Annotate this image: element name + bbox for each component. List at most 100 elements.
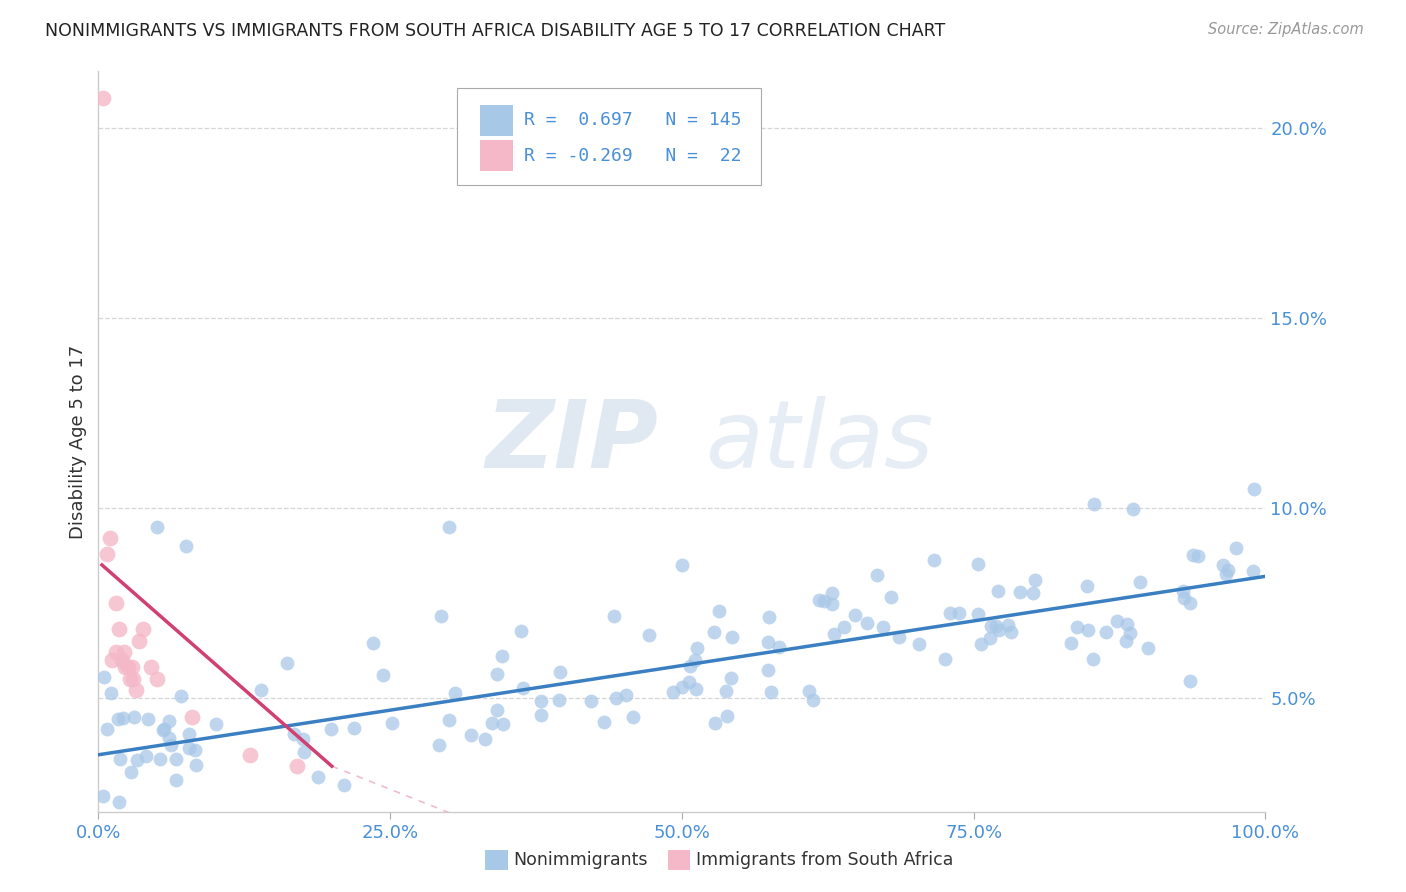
Point <box>285 759 308 773</box>
Point <box>979 632 1001 646</box>
Point <box>307 770 329 784</box>
Point <box>807 592 830 607</box>
Point <box>437 713 460 727</box>
Bar <box>479 140 513 171</box>
Point <box>1243 482 1265 496</box>
Point <box>986 583 1008 598</box>
Point <box>125 753 148 767</box>
Point <box>180 710 202 724</box>
Point <box>1178 673 1201 688</box>
Point <box>1024 573 1046 587</box>
Point <box>550 665 572 679</box>
Point <box>823 627 845 641</box>
Point <box>107 795 129 809</box>
Point <box>758 609 780 624</box>
Point <box>1116 616 1139 631</box>
Point <box>91 789 114 803</box>
Point <box>581 694 603 708</box>
Point <box>1173 591 1195 606</box>
Point <box>177 726 200 740</box>
Point <box>319 722 342 736</box>
Point <box>1187 549 1209 564</box>
Point <box>1129 575 1152 590</box>
Point <box>720 671 742 685</box>
Point <box>474 732 496 747</box>
Point <box>108 623 131 637</box>
Point <box>685 681 707 696</box>
Text: ZIP: ZIP <box>485 395 658 488</box>
Point <box>1000 625 1022 640</box>
Point <box>879 590 901 604</box>
Point <box>112 711 135 725</box>
Point <box>111 653 134 667</box>
Point <box>132 623 155 637</box>
Point <box>91 91 114 105</box>
Point <box>970 637 993 651</box>
Point <box>509 624 531 639</box>
Point <box>1010 584 1032 599</box>
Text: atlas: atlas <box>706 396 934 487</box>
Point <box>104 596 127 610</box>
Point <box>872 620 894 634</box>
Point <box>671 680 693 694</box>
Point <box>128 633 150 648</box>
Point <box>721 631 744 645</box>
Point <box>866 567 889 582</box>
Point <box>716 709 738 723</box>
Point <box>1173 584 1195 599</box>
Point <box>813 594 835 608</box>
Point <box>157 714 180 728</box>
Point <box>276 656 298 670</box>
Point <box>239 747 262 762</box>
Point <box>170 689 193 703</box>
Point <box>112 655 135 669</box>
Point <box>135 749 157 764</box>
Point <box>1077 623 1099 637</box>
Point <box>683 653 706 667</box>
Point <box>122 672 145 686</box>
Point <box>768 640 790 655</box>
Point <box>986 619 1008 633</box>
Point <box>934 652 956 666</box>
Point <box>486 667 509 681</box>
Point <box>924 552 946 566</box>
Point <box>987 623 1010 637</box>
Point <box>1083 652 1105 666</box>
Point <box>174 539 197 553</box>
Point <box>1241 565 1264 579</box>
Text: Source: ZipAtlas.com: Source: ZipAtlas.com <box>1208 22 1364 37</box>
Point <box>1216 563 1239 577</box>
Point <box>803 693 825 707</box>
Point <box>184 742 207 756</box>
Point <box>101 653 124 667</box>
Point <box>938 607 960 621</box>
Point <box>427 738 450 752</box>
Point <box>165 752 187 766</box>
Point <box>821 598 844 612</box>
Point <box>381 715 404 730</box>
Point <box>481 716 503 731</box>
Point <box>184 758 207 772</box>
Point <box>1095 624 1118 639</box>
Point <box>605 691 627 706</box>
Point <box>1076 579 1098 593</box>
Point <box>703 716 725 731</box>
Point <box>1215 567 1237 582</box>
Point <box>1083 498 1105 512</box>
Y-axis label: Disability Age 5 to 17: Disability Age 5 to 17 <box>69 344 87 539</box>
Point <box>1059 636 1081 650</box>
Point <box>1115 634 1137 648</box>
Point <box>997 618 1019 632</box>
Point <box>112 645 135 659</box>
Point <box>492 717 515 731</box>
Point <box>638 627 661 641</box>
Point <box>834 619 856 633</box>
Point <box>104 645 127 659</box>
Point <box>856 616 879 631</box>
Point <box>1137 641 1160 656</box>
Point <box>107 712 129 726</box>
Point <box>443 685 465 699</box>
Point <box>333 778 356 792</box>
Point <box>797 684 820 698</box>
Point <box>100 685 122 699</box>
